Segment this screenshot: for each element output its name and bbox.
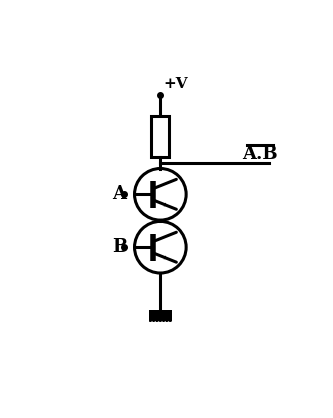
Polygon shape: [164, 255, 167, 259]
Text: A.B: A.B: [242, 145, 277, 163]
Bar: [151, 116, 169, 157]
Bar: [149, 311, 172, 322]
Text: A: A: [113, 185, 127, 203]
Polygon shape: [164, 203, 167, 206]
Text: B: B: [113, 238, 128, 256]
Text: +V: +V: [163, 77, 187, 91]
